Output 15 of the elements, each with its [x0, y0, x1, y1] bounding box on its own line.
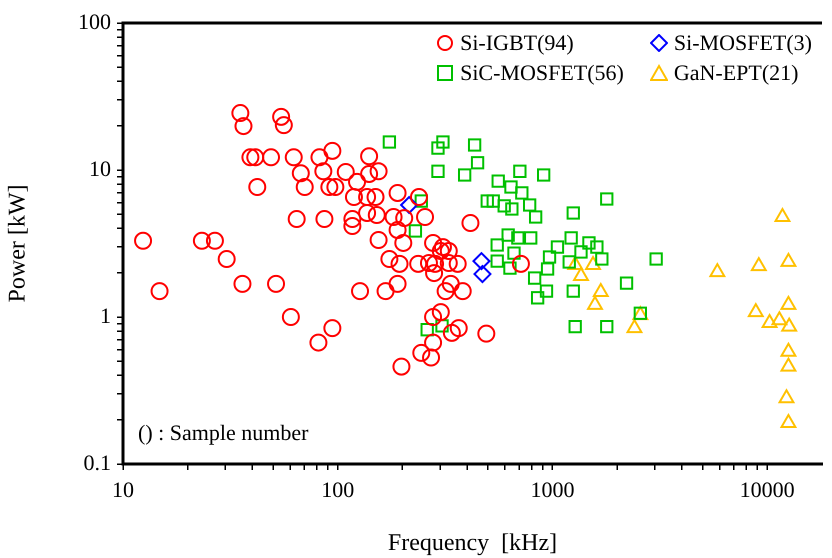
legend-label: Si-IGBT(94) — [460, 30, 574, 56]
y-tick-label: 1 — [100, 302, 111, 328]
legend-label: Si-MOSFET(3) — [674, 30, 812, 56]
x-axis-title: Frequency [kHz] — [388, 530, 558, 556]
x-tick-label: 10000 — [740, 476, 795, 502]
x-tick-label: 1000 — [530, 476, 574, 502]
x-tick-label: 10 — [112, 476, 134, 502]
y-tick-label: 100 — [78, 8, 111, 34]
y-axis-title: Power [kW] — [4, 184, 31, 302]
legend-label: GaN-EPT(21) — [674, 60, 799, 86]
annotation: () : Sample number — [138, 420, 310, 445]
y-tick-label: 0.1 — [84, 450, 111, 475]
y-tick-label: 10 — [89, 156, 111, 181]
x-tick-label: 100 — [321, 476, 354, 502]
legend-label: SiC-MOSFET(56) — [460, 60, 624, 86]
